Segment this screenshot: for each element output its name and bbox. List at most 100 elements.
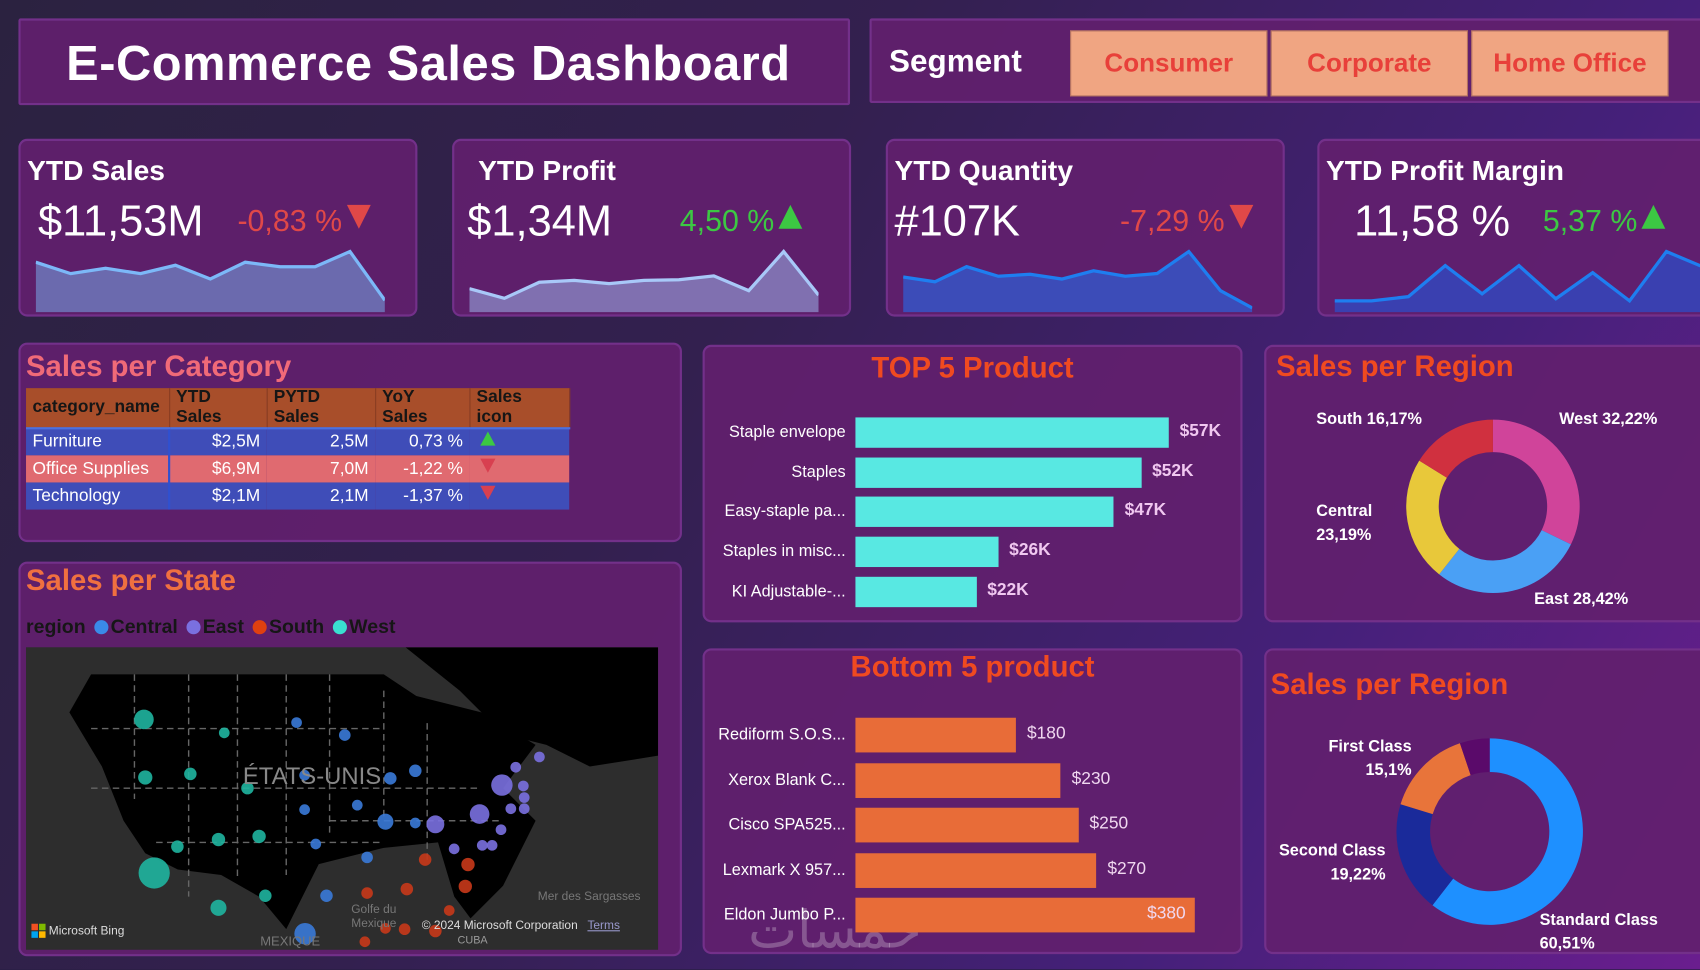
bar[interactable] [855,762,1061,798]
state-bubble[interactable] [320,889,333,903]
kpi-delta: 4,50 % [680,204,803,239]
terms-link[interactable]: Terms [587,919,620,933]
state-bubble[interactable] [359,936,371,948]
segment-consumer-button[interactable]: Consumer [1070,30,1268,97]
state-bubble[interactable] [252,829,266,844]
state-bubble[interactable] [476,839,488,851]
ship-mode-donut [1396,738,1583,925]
region-donut [1406,419,1580,594]
sparkline [469,249,819,313]
bar[interactable] [855,496,1114,528]
bar[interactable] [855,897,1195,933]
state-bubble[interactable] [299,769,310,781]
state-bubble[interactable] [461,857,475,872]
state-bubble[interactable] [380,922,391,934]
donut-slice[interactable] [1492,419,1580,545]
state-bubble[interactable] [377,813,394,830]
bar[interactable] [855,417,1169,448]
legend-item-central[interactable]: Central [94,616,178,639]
state-bubble[interactable] [171,840,184,853]
down-triangle-icon [480,458,496,473]
state-bubble[interactable] [351,799,363,811]
donut-slice[interactable] [1396,804,1454,906]
state-bubble[interactable] [458,879,472,894]
bar[interactable] [855,457,1142,488]
state-bubble[interactable] [398,923,411,936]
bar-label: KI Adjustable-... [731,581,846,601]
state-bubble[interactable] [448,843,460,855]
bar[interactable] [855,576,977,607]
panel-title: Sales per Category [26,350,292,383]
bar-value-label: $22K [987,580,1029,600]
state-bubble[interactable] [211,832,226,847]
state-bubble[interactable] [517,780,529,792]
col-header[interactable]: category_name [26,388,170,430]
state-bubble[interactable] [138,857,170,889]
sparkline-area [903,251,1253,313]
state-bubble[interactable] [134,709,154,730]
state-bubble[interactable] [361,887,373,899]
bar[interactable] [855,717,1017,753]
bar-value-label: $26K [1009,541,1051,560]
state-bubble[interactable] [510,761,522,773]
segment-label: Segment [889,44,1022,80]
donut-slice[interactable] [1459,738,1490,776]
state-bubble[interactable] [491,774,513,796]
col-header[interactable]: YTD Sales [169,388,268,430]
state-bubble[interactable] [291,717,302,728]
donut-slice[interactable] [1406,460,1460,575]
state-bubble[interactable] [384,772,397,785]
col-header[interactable]: YoY Sales [375,388,471,430]
slice-label: West 32,22% [1559,409,1658,429]
state-bubble[interactable] [409,764,422,778]
segment-home-office-button[interactable]: Home Office [1471,30,1669,97]
donut-slice[interactable] [1439,530,1571,594]
donut-slice[interactable] [1432,738,1583,925]
state-bubble[interactable] [299,804,310,815]
donut-slice[interactable] [1419,419,1493,478]
state-bubble[interactable] [210,899,227,916]
state-bubble[interactable] [469,804,490,824]
map-label: MEXIQUE [260,933,321,949]
state-bubble[interactable] [338,729,351,741]
map[interactable]: ÉTATS-UNIS Golfe du Mexique Mer des Sarga… [26,647,659,950]
donut-slice[interactable] [1400,743,1471,815]
state-bubble[interactable] [518,803,530,815]
state-bubble[interactable] [184,767,197,781]
state-bubble[interactable] [418,853,432,866]
state-bubble[interactable] [400,882,414,896]
cell: 0,73 % [375,428,470,456]
state-bubble[interactable] [495,824,507,836]
bar[interactable] [855,807,1079,843]
state-bubble[interactable] [534,751,545,763]
legend-item-east[interactable]: East [186,616,244,639]
panel-title: Sales per Region [1276,350,1514,383]
col-header[interactable]: Sales icon [469,388,570,430]
state-bubble[interactable] [505,803,517,815]
segment-slicer: Segment Consumer Corporate Home Office [869,18,1700,103]
state-bubble[interactable] [518,792,530,803]
bar-label: Xerox Blank C... [728,770,846,789]
state-bubble[interactable] [241,781,254,795]
state-bubble[interactable] [429,924,442,938]
state-bubble[interactable] [409,817,421,829]
state-bubble[interactable] [443,905,455,916]
state-bubble[interactable] [361,851,373,864]
sparkline [1334,249,1700,313]
map-canvas[interactable] [26,647,659,949]
state-bubble[interactable] [486,839,498,851]
segment-corporate-button[interactable]: Corporate [1270,30,1469,97]
state-bubble[interactable] [138,770,153,785]
col-header[interactable]: PYTD Sales [266,388,376,430]
state-bubble[interactable] [426,815,445,834]
bar[interactable] [855,536,999,568]
bar[interactable] [855,852,1097,888]
state-bubble[interactable] [294,922,316,945]
state-bubble[interactable] [259,889,272,903]
legend-item-south[interactable]: South [252,616,324,639]
state-bubble[interactable] [218,727,230,739]
up-triangle-icon [1641,204,1666,229]
state-bubble[interactable] [310,838,322,850]
legend-item-west[interactable]: West [332,616,395,639]
